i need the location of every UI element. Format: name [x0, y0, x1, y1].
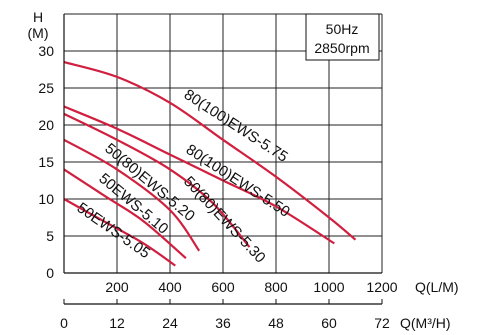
x-tick-label-m3h: 0	[60, 315, 68, 331]
y-axis-label-h: H	[33, 9, 43, 25]
y-axis-label-unit: (M)	[28, 25, 49, 41]
curve-50EWS-5.05	[63, 198, 176, 267]
x-tick-label-lpm: 600	[211, 279, 235, 295]
y-tick-label: 30	[38, 43, 54, 59]
y-tick-label: 25	[38, 80, 54, 96]
x-tick-label-lpm: 200	[105, 279, 129, 295]
pump-curves	[63, 61, 357, 267]
frequency-label: 50Hz	[326, 21, 359, 37]
curve-80(100)EWS-5.75	[63, 61, 357, 241]
x-axis-label-m3h: Q(M³/H)	[400, 315, 451, 331]
y-tick-label: 10	[38, 191, 54, 207]
x-tick-label-lpm: 1000	[313, 279, 344, 295]
y-tick-label: 15	[38, 154, 54, 170]
x-tick-label-m3h: 36	[215, 315, 231, 331]
speed-label: 2850rpm	[314, 40, 369, 56]
x-tick-label-m3h: 24	[162, 315, 178, 331]
axes: 0 5 10 15 20 25 30 200 400 600 800 1000 1200 0 12 24 36 4…	[38, 14, 398, 331]
annotation-box: 50Hz 2850rpm	[305, 13, 380, 61]
x-tick-label-m3h: 48	[268, 315, 284, 331]
x-tick-label-m3h: 72	[374, 315, 390, 331]
x-tick-label-lpm: 800	[264, 279, 288, 295]
x-tick-label-m3h: 60	[321, 315, 337, 331]
curve-80(100)EWS-5.50	[63, 105, 335, 245]
y-tick-label: 5	[46, 228, 54, 244]
y-tick-label: 0	[46, 265, 54, 281]
x-tick-label-lpm: 400	[158, 279, 182, 295]
x-axis-label-lpm: Q(L/M)	[415, 279, 459, 295]
y-tick-label: 20	[38, 117, 54, 133]
curve-labels: 80(100)EWS-5.7580(100)EWS-5.5050(80)EWS-…	[74, 86, 293, 266]
curve-50(80)EWS-5.20	[63, 138, 201, 252]
curve-50(80)EWS-5.30	[63, 112, 251, 248]
x-tick-label-m3h: 12	[109, 315, 125, 331]
x-tick-label-lpm: 1200	[366, 279, 397, 295]
curve-50EWS-5.10	[63, 168, 187, 260]
